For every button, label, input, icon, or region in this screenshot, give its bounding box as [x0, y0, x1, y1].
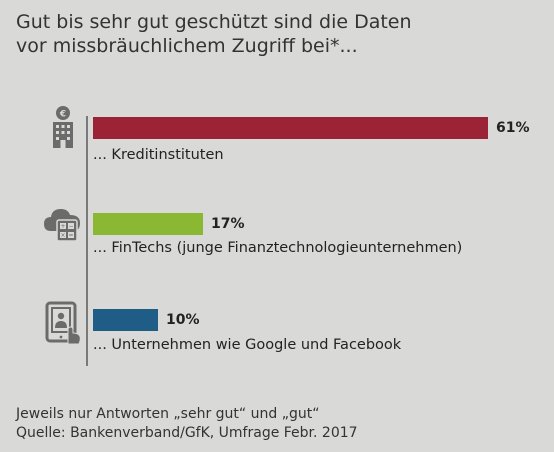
cloud-calculator-icon: + − × =: [42, 205, 84, 247]
svg-text:=: =: [68, 232, 73, 239]
footnote-source: Quelle: Bankenverband/GfK, Umfrage Febr.…: [16, 425, 358, 441]
value-label-fintechs: 17%: [211, 216, 245, 232]
bar-google-facebook: [93, 309, 158, 331]
bank-building-icon: €: [50, 105, 76, 153]
chart-title-line-2: vor missbräuchlichem Zugriff bei*...: [16, 35, 358, 57]
chart-title: Gut bis sehr gut geschützt sind die Date…: [16, 10, 546, 58]
bar-kreditinstitute: [93, 117, 488, 139]
category-label-fintechs: ... FinTechs (junge Finanztechnologieunt…: [93, 240, 463, 256]
svg-text:−: −: [68, 223, 73, 230]
svg-text:+: +: [60, 223, 65, 230]
svg-text:€: €: [59, 110, 66, 120]
category-label-google-facebook: ... Unternehmen wie Google und Facebook: [93, 337, 402, 353]
category-axis-line: [86, 116, 88, 366]
chart-title-line-1: Gut bis sehr gut geschützt sind die Date…: [16, 11, 412, 33]
svg-text:×: ×: [60, 232, 65, 239]
value-label-kreditinstitute: 61%: [496, 120, 530, 136]
value-label-google-facebook: 10%: [166, 312, 200, 328]
category-label-kreditinstitute: ... Kreditinstituten: [93, 147, 224, 163]
tablet-touch-icon: [44, 300, 84, 350]
bar-fintechs: [93, 213, 203, 235]
footnote-answers: Jeweils nur Antworten „sehr gut“ und „gu…: [16, 406, 320, 422]
